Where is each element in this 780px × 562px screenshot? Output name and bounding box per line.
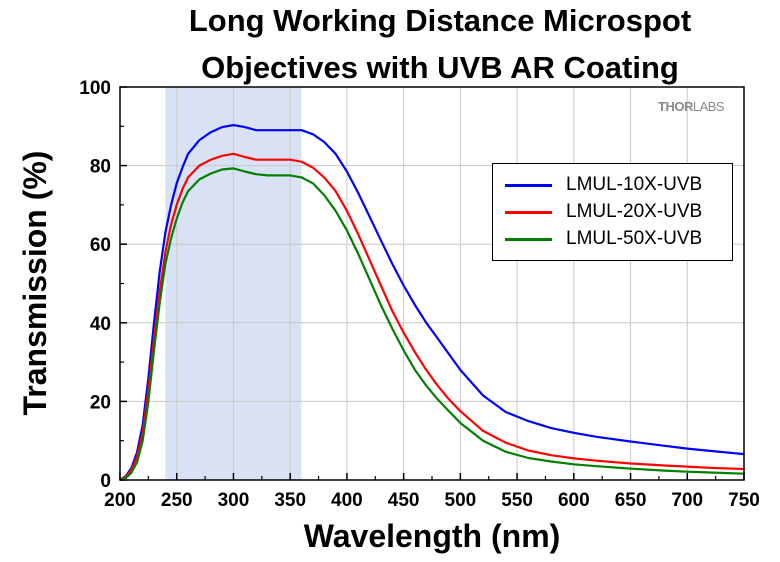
- x-tick-label: 400: [331, 490, 363, 511]
- y-tick-label: 20: [90, 392, 111, 413]
- chart-title-line-1: Long Working Distance Microspot: [188, 3, 692, 38]
- x-tick-label: 700: [671, 490, 703, 511]
- y-tick-label: 60: [90, 235, 111, 256]
- legend: LMUL-10X-UVB LMUL-20X-UVB LMUL-50X-UVB: [492, 163, 733, 261]
- x-tick-label: 650: [615, 490, 647, 511]
- grid-layer: [120, 87, 744, 480]
- x-tick-label: 550: [501, 490, 533, 511]
- x-tick-label: 350: [274, 490, 306, 511]
- legend-item: LMUL-10X-UVB: [505, 172, 702, 198]
- x-tick-label: 200: [104, 490, 136, 511]
- legend-label: LMUL-50X-UVB: [566, 228, 703, 249]
- y-tick-label: 100: [79, 78, 111, 99]
- x-tick-label: 600: [558, 490, 590, 511]
- y-tick-label: 80: [90, 157, 111, 178]
- x-tick-label: 300: [218, 490, 250, 511]
- legend-swatch: [505, 237, 552, 241]
- y-tick-label: 40: [90, 314, 111, 335]
- y-tick-label: 0: [100, 471, 111, 492]
- legend-swatch: [505, 210, 552, 214]
- x-tick-label: 250: [161, 490, 193, 511]
- legend-swatch: [505, 183, 552, 187]
- series-line: [119, 124, 745, 481]
- series-layer: [119, 124, 745, 482]
- thorlabs-logo: THORLABS: [658, 99, 725, 114]
- x-tick-label: 500: [445, 490, 477, 511]
- x-axis-label: Wavelength (nm): [303, 518, 561, 554]
- chart-title-line-2: Objectives with UVB AR Coating: [201, 50, 679, 85]
- series-line: [119, 167, 745, 482]
- series-line: [119, 152, 745, 481]
- legend-label: LMUL-10X-UVB: [566, 174, 703, 195]
- x-tick-label: 450: [388, 490, 420, 511]
- x-tick-label: 750: [728, 490, 760, 511]
- legend-item: LMUL-20X-UVB: [505, 199, 702, 225]
- legend-item: LMUL-50X-UVB: [505, 226, 702, 252]
- y-axis-label: Transmission (%): [17, 150, 53, 416]
- tick-label-layer: 200 250 300 350 400 450 500 550 600 650 700 750 0 20 4…: [79, 78, 760, 511]
- legend-label: LMUL-20X-UVB: [566, 201, 703, 222]
- tick-layer: [119, 86, 745, 481]
